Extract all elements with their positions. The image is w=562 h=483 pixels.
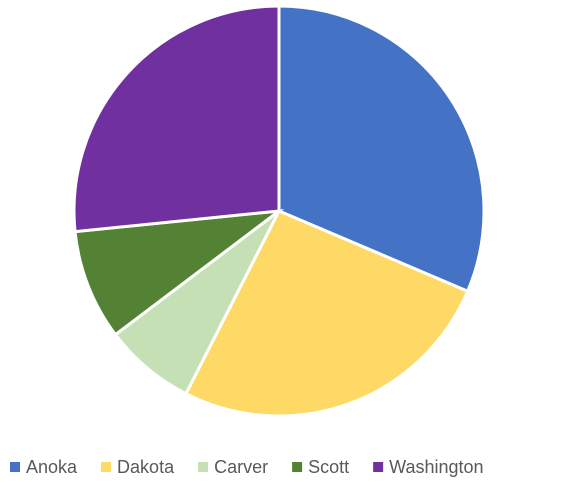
legend-swatch bbox=[10, 462, 20, 472]
pie-slice bbox=[73, 208, 285, 337]
legend-swatch bbox=[198, 462, 209, 472]
pie-slice bbox=[277, 4, 486, 294]
pie-slice bbox=[183, 209, 470, 418]
legend-swatch bbox=[292, 462, 303, 472]
legend-label: Dakota bbox=[117, 457, 175, 477]
pie-slice bbox=[72, 4, 281, 234]
legend-label: Washington bbox=[389, 457, 483, 477]
legend-label: Carver bbox=[214, 457, 268, 477]
legend-label: Scott bbox=[308, 457, 349, 477]
legend-label: Anoka bbox=[26, 457, 78, 477]
legend-swatch bbox=[373, 462, 384, 472]
legend-swatch bbox=[101, 462, 112, 472]
